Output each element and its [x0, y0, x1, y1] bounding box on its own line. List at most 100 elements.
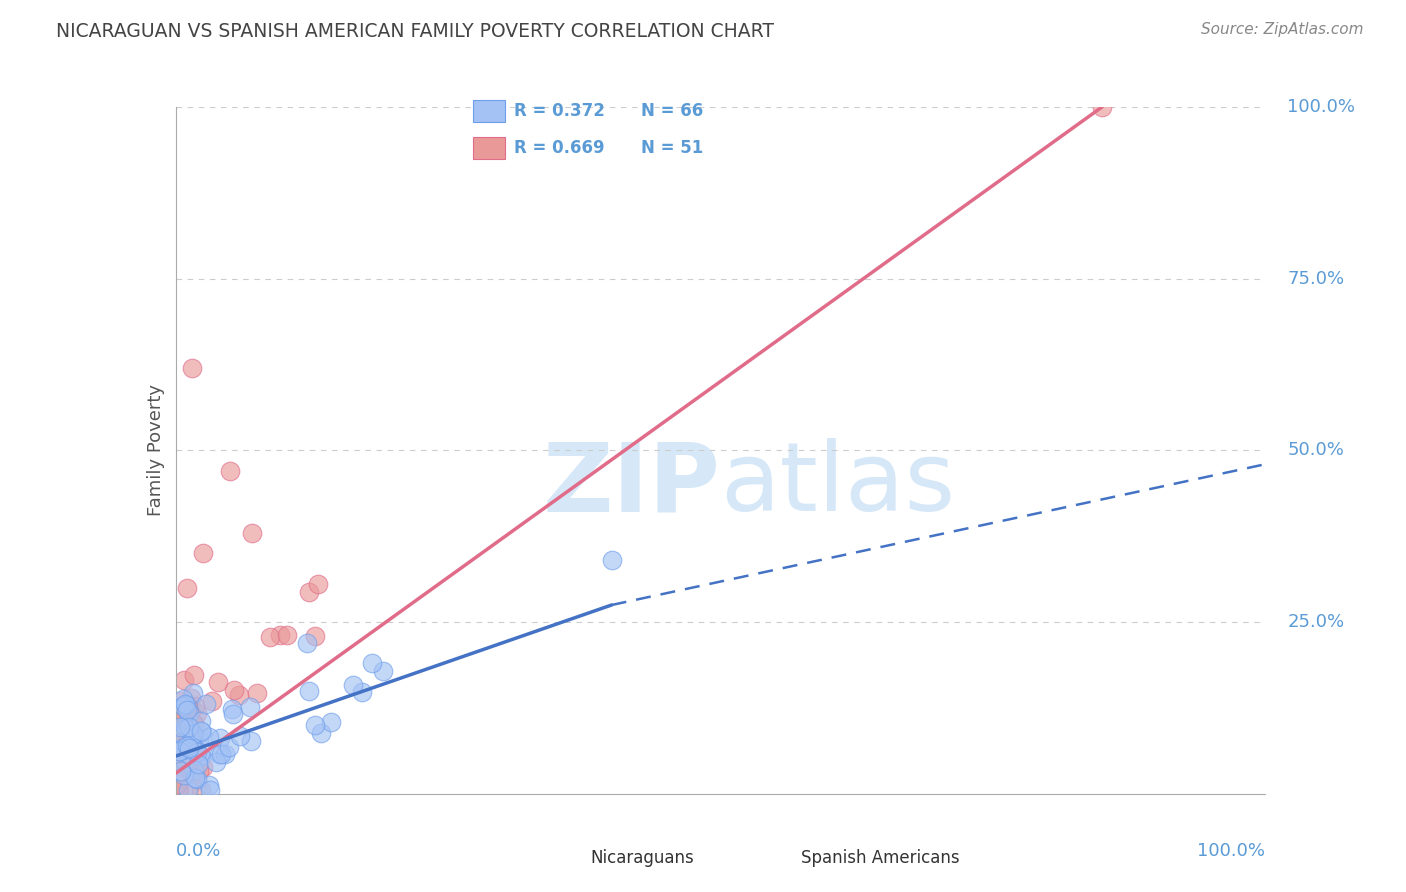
Point — [180, 736, 202, 750]
Point — [190, 714, 212, 729]
Point — [180, 690, 202, 705]
Point — [187, 757, 209, 772]
Point — [179, 780, 201, 795]
Point — [186, 772, 208, 786]
Point — [166, 777, 188, 791]
Point — [176, 581, 198, 595]
Point — [276, 628, 298, 642]
Point — [207, 674, 229, 689]
Point — [269, 628, 291, 642]
Point — [208, 747, 231, 761]
Point — [342, 678, 364, 692]
Point — [190, 723, 212, 738]
Point — [228, 688, 250, 702]
Point — [177, 699, 200, 714]
Point — [188, 764, 211, 778]
Text: 75.0%: 75.0% — [1288, 269, 1344, 288]
Point — [186, 745, 208, 759]
Point — [191, 725, 214, 739]
Text: R = 0.372: R = 0.372 — [515, 102, 605, 120]
Text: Source: ZipAtlas.com: Source: ZipAtlas.com — [1201, 22, 1364, 37]
Point — [183, 771, 205, 785]
Point — [174, 698, 197, 712]
Point — [371, 664, 394, 678]
Text: ZIP: ZIP — [543, 438, 721, 532]
Point — [177, 698, 200, 713]
Point — [170, 712, 193, 726]
Point — [186, 706, 208, 720]
Point — [240, 525, 263, 540]
Point — [166, 783, 188, 797]
Point — [167, 783, 190, 797]
Point — [177, 741, 200, 756]
Point — [177, 747, 200, 762]
Point — [167, 736, 190, 750]
Point — [173, 756, 195, 770]
Point — [176, 703, 198, 717]
Point — [221, 702, 243, 716]
Point — [180, 731, 202, 746]
Point — [180, 769, 202, 783]
Point — [181, 727, 204, 741]
Point — [307, 577, 329, 591]
Y-axis label: Family Poverty: Family Poverty — [146, 384, 165, 516]
Point — [209, 747, 232, 761]
Point — [304, 629, 326, 643]
Point — [319, 714, 342, 729]
Point — [191, 546, 214, 561]
Point — [295, 636, 318, 650]
Point — [167, 744, 190, 758]
Point — [177, 740, 200, 755]
Point — [183, 764, 205, 778]
Point — [170, 694, 193, 708]
Point — [298, 585, 321, 599]
Point — [239, 699, 262, 714]
Point — [183, 764, 205, 779]
Text: Nicaraguans: Nicaraguans — [591, 849, 695, 867]
Point — [177, 782, 200, 797]
Point — [169, 736, 191, 750]
Point — [600, 553, 623, 567]
Point — [309, 725, 332, 739]
Point — [169, 720, 191, 734]
Point — [197, 778, 219, 792]
Point — [173, 753, 195, 767]
Point — [176, 739, 198, 753]
Point — [181, 361, 204, 376]
Point — [181, 742, 204, 756]
Point — [179, 720, 201, 734]
Bar — [472, 100, 505, 122]
Text: 0.0%: 0.0% — [176, 842, 221, 860]
Text: N = 51: N = 51 — [641, 139, 703, 157]
Point — [179, 725, 201, 739]
Point — [361, 657, 384, 671]
Point — [259, 630, 281, 644]
Point — [219, 464, 242, 478]
Point — [166, 760, 188, 774]
Point — [172, 739, 194, 753]
Point — [208, 731, 231, 746]
Point — [183, 668, 205, 682]
Point — [198, 783, 221, 797]
Point — [205, 755, 228, 769]
Point — [194, 697, 217, 711]
Point — [201, 694, 224, 708]
Point — [190, 749, 212, 764]
Point — [167, 709, 190, 723]
Text: N = 66: N = 66 — [641, 102, 703, 120]
Point — [229, 729, 252, 743]
Point — [240, 734, 263, 748]
Bar — [472, 136, 505, 159]
Text: Spanish Americans: Spanish Americans — [801, 849, 960, 867]
Point — [224, 682, 246, 697]
Point — [304, 718, 326, 732]
Point — [170, 764, 193, 779]
Point — [191, 760, 214, 774]
Text: R = 0.669: R = 0.669 — [515, 139, 605, 157]
Text: NICARAGUAN VS SPANISH AMERICAN FAMILY POVERTY CORRELATION CHART: NICARAGUAN VS SPANISH AMERICAN FAMILY PO… — [56, 22, 775, 41]
Point — [218, 740, 240, 755]
Text: 50.0%: 50.0% — [1288, 442, 1344, 459]
Point — [169, 735, 191, 749]
Point — [214, 747, 236, 761]
Point — [184, 718, 207, 732]
